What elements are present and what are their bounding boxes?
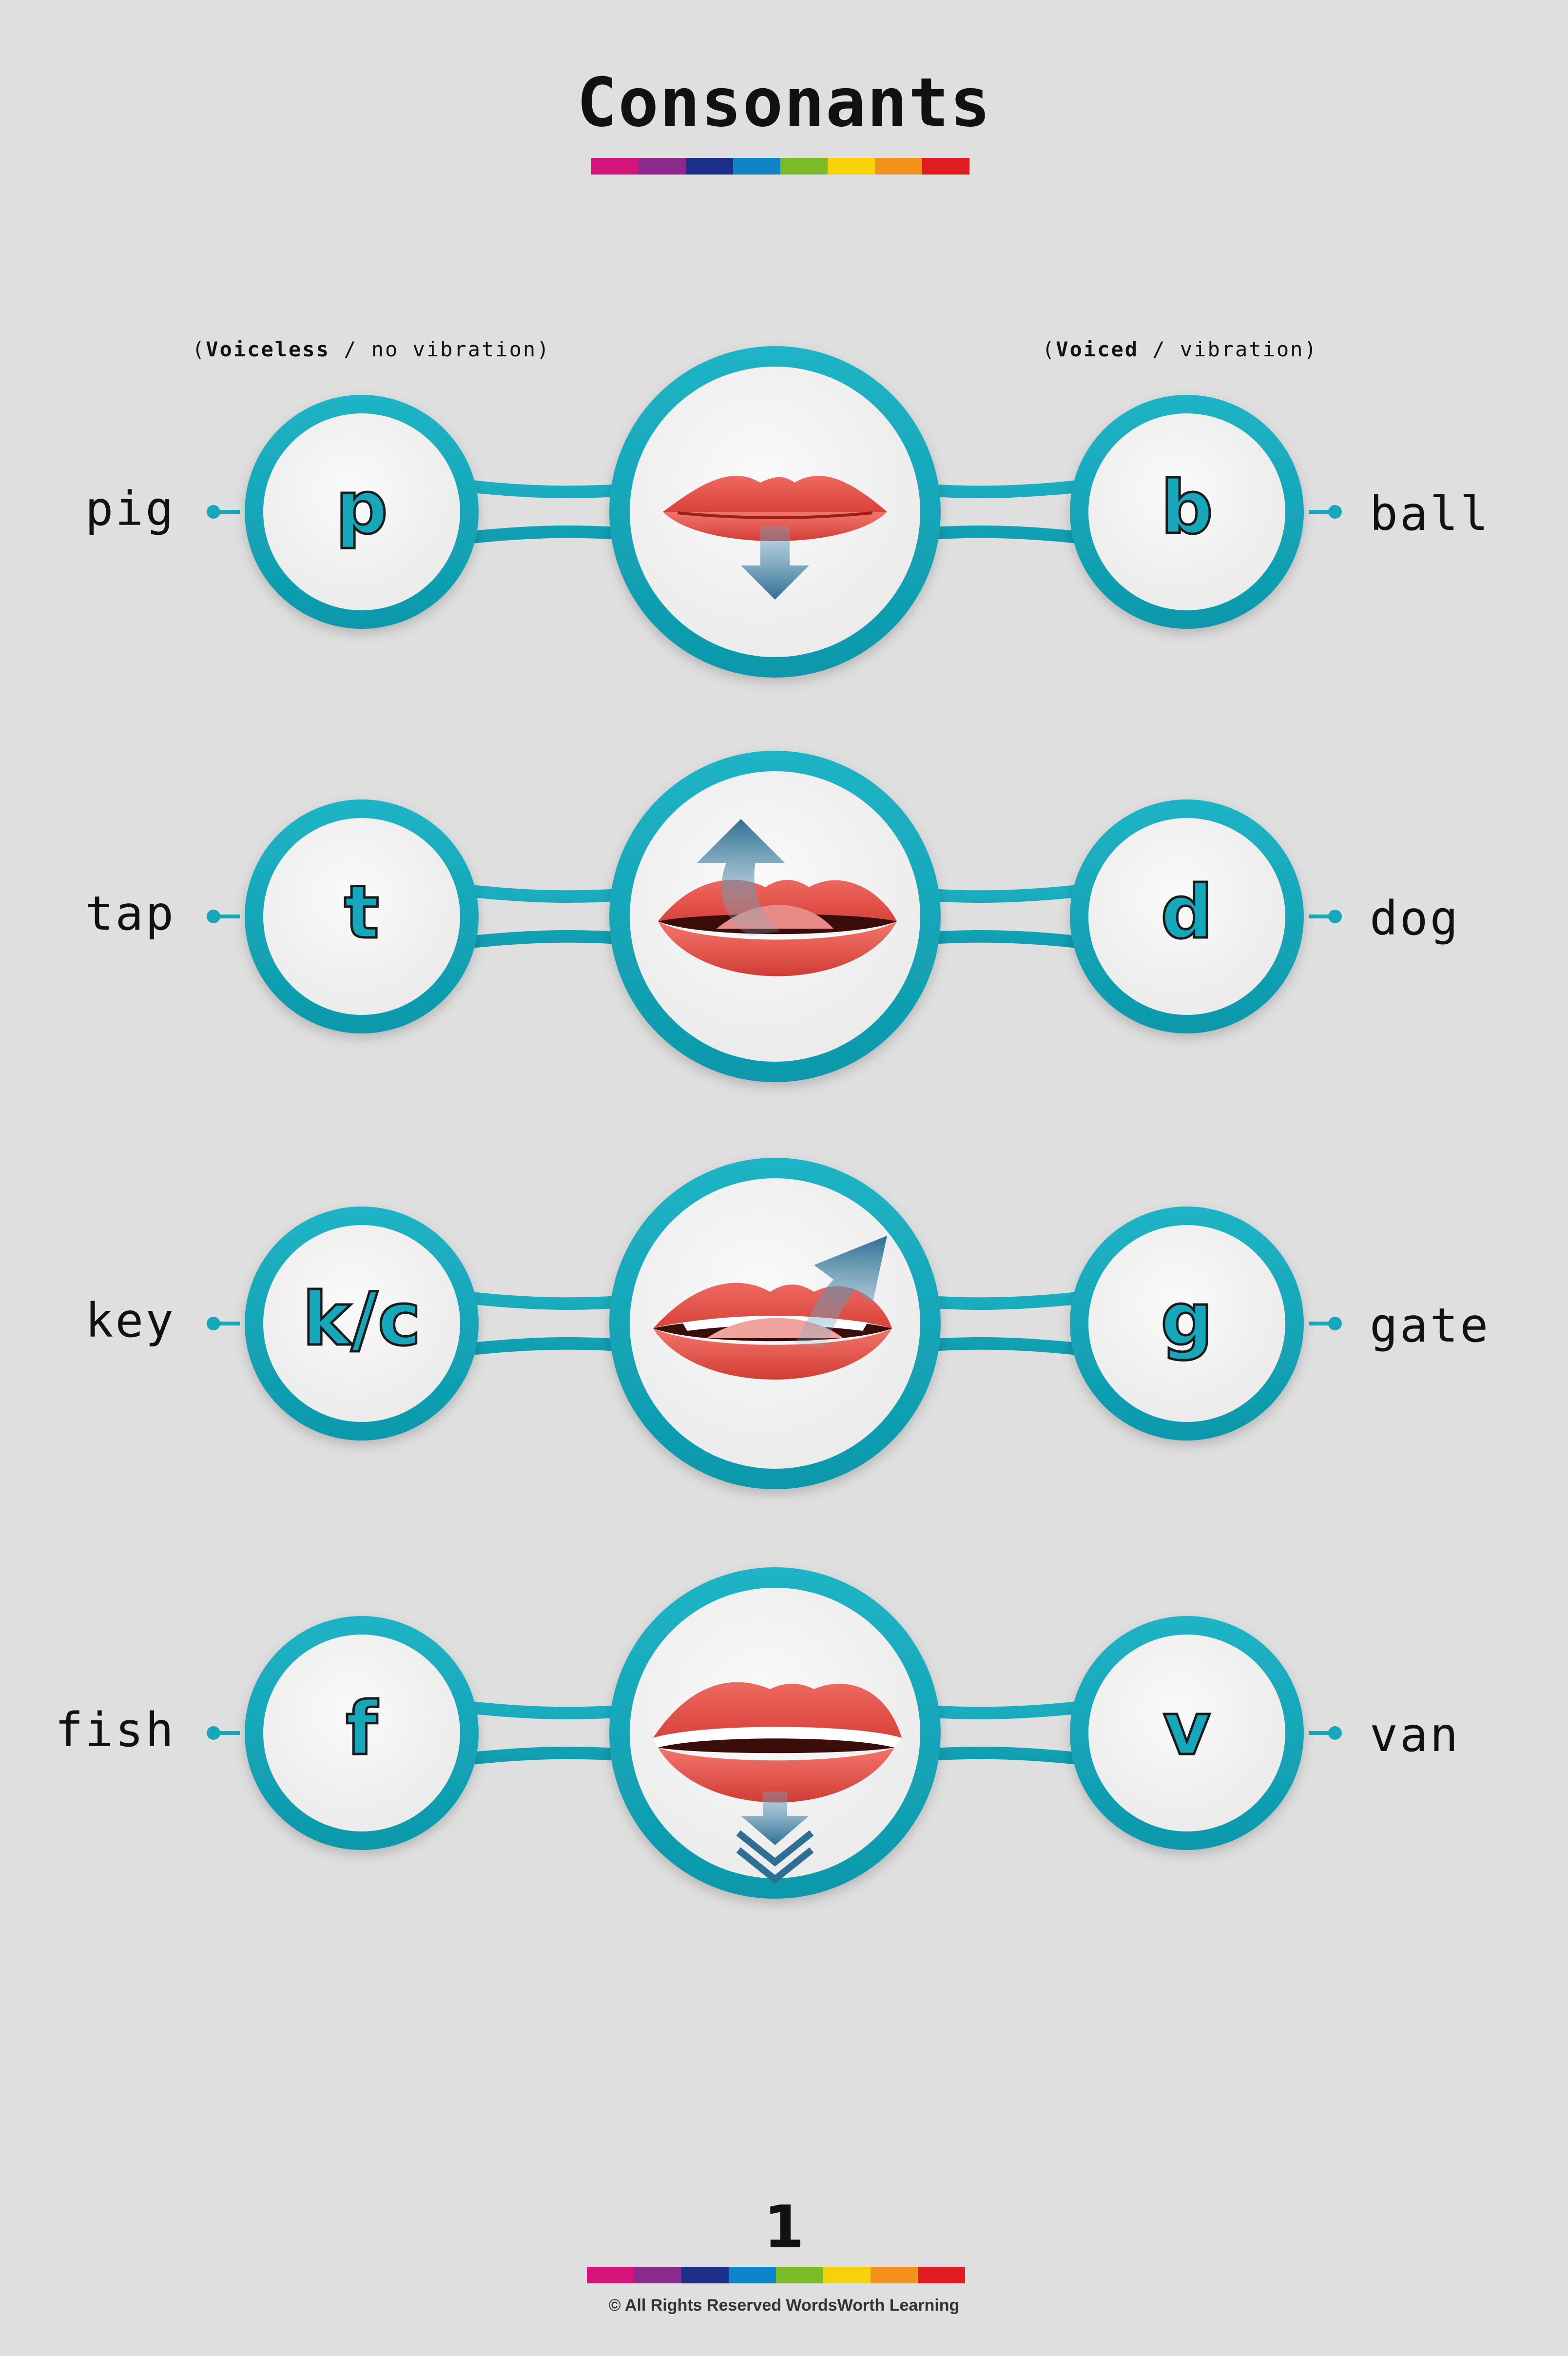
leader-dot [1328,505,1342,519]
leader-dot [1328,1726,1342,1740]
copyright: © All Rights Reserved WordsWorth Learnin… [0,2296,1568,2315]
voiceless-example-word: tap [0,886,175,941]
voiceless-letter: k/c [250,1277,474,1362]
voiceless-example-word: pig [0,482,175,536]
voiced-letter: b [1075,466,1299,550]
voiced-example-word: ball [1370,487,1490,541]
voiceless-letter: t [250,870,474,955]
stripe-segment [681,2267,729,2283]
voiced-example-word: gate [1370,1298,1490,1353]
voiceless-example-word: key [0,1293,175,1348]
stripe-segment [871,2267,918,2283]
voiceless-example-word: fish [0,1703,175,1757]
stripe-segment [918,2267,965,2283]
leader-dot [207,1726,220,1740]
leader-dot [207,505,220,519]
voiceless-letter: f [250,1687,474,1772]
leader-dot [1328,1317,1342,1330]
voiced-example-word: van [1370,1708,1460,1762]
leader-dot [207,1317,220,1330]
voiceless-letter: p [250,466,474,550]
stripe-segment [776,2267,823,2283]
voiced-letter: d [1075,870,1299,955]
voiced-letter: v [1075,1687,1299,1772]
color-stripe-bottom [587,2267,965,2283]
stripe-segment [634,2267,681,2283]
stripe-segment [587,2267,634,2283]
stripe-segment [729,2267,776,2283]
voiced-letter: g [1075,1277,1299,1362]
leader-dot [207,910,220,923]
page-number: 1 [0,2194,1568,2261]
stripe-segment [823,2267,871,2283]
voiced-example-word: dog [1370,891,1460,946]
leader-dot [1328,910,1342,923]
